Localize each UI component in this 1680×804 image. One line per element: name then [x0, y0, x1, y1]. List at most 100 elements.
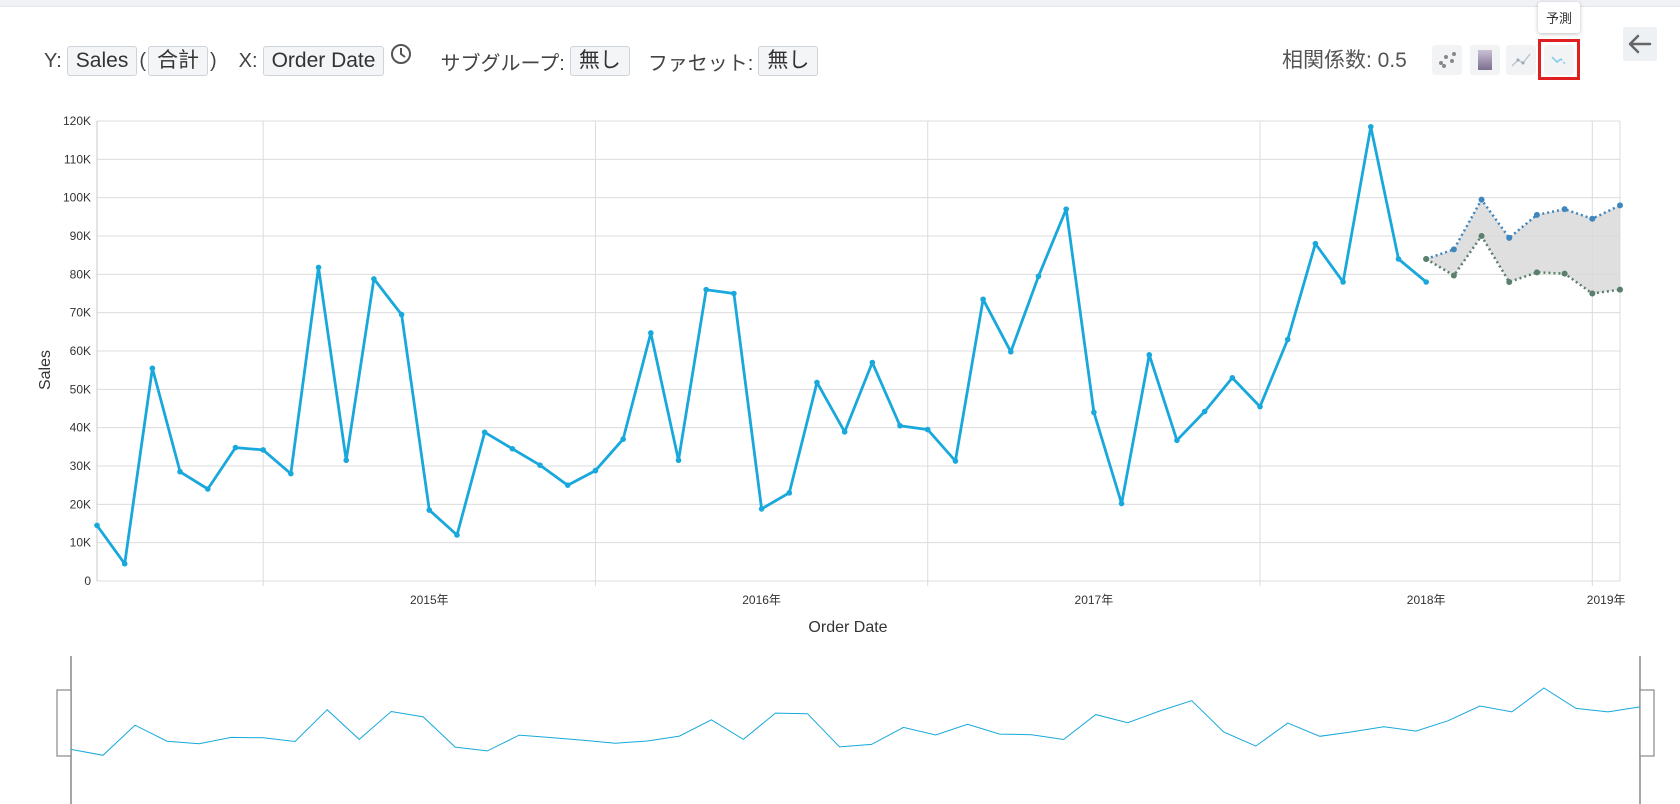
forecast-lower-line: [1425, 233, 1621, 295]
sales-data-point: [1229, 375, 1236, 381]
forecast-lower-point: [1506, 279, 1513, 285]
forecast-icon: [1551, 56, 1567, 66]
forecast-upper-point: [1450, 246, 1457, 253]
forecast-upper-point: [1617, 202, 1623, 209]
sales-data-point: [841, 429, 848, 435]
sales-data-point: [731, 290, 737, 297]
sales-data-point: [343, 457, 350, 464]
sales-data-point: [481, 429, 488, 436]
sales-data-point: [177, 468, 183, 475]
sales-data-point: [703, 286, 709, 293]
sales-data-point: [1091, 409, 1097, 416]
heatmap-button[interactable]: [1470, 45, 1500, 75]
forecast-lower-point: [1561, 270, 1568, 277]
trend-line-button[interactable]: [1506, 45, 1536, 75]
sales-data-point: [592, 467, 599, 474]
x-tick-label: 2015年: [410, 593, 449, 607]
y-tick-label: 0: [84, 574, 91, 588]
sales-data-point: [509, 445, 516, 452]
navigator-left-handle[interactable]: [56, 689, 72, 757]
x-axis-title: Order Date: [808, 619, 887, 636]
subgroup-select[interactable]: 無し: [569, 46, 630, 76]
sales-data-point: [1146, 352, 1153, 358]
y-axis-ticks: 0 10K 20K 30K 40K 50K 60K 70K 80K 90K 100K 110K 120K: [63, 114, 91, 588]
trend-line-icon: [1511, 53, 1531, 67]
facet-select[interactable]: 無し: [758, 46, 819, 76]
sales-data-point: [398, 311, 405, 318]
forecast-lower-point: [1423, 256, 1430, 262]
sales-series-points: [94, 123, 1429, 567]
sales-data-point: [924, 426, 931, 433]
y-tick-label: 70K: [70, 306, 91, 320]
sales-data-point: [1367, 123, 1374, 130]
forecast-tooltip: 予測: [1538, 2, 1581, 33]
scatter-plot-icon: [1439, 52, 1456, 68]
clock-icon[interactable]: [390, 43, 412, 71]
forecast-confidence-band: [1426, 199, 1620, 294]
sales-data-point: [758, 506, 765, 512]
forecast-lower-point: [1450, 272, 1457, 279]
forecast-lower-point: [1478, 233, 1485, 239]
sales-data-point: [1201, 408, 1208, 415]
sales-data-point: [315, 264, 322, 271]
sales-data-point: [149, 365, 156, 372]
range-navigator[interactable]: [56, 656, 1655, 804]
x-tick-label: 2018年: [1407, 593, 1446, 607]
sales-data-point: [980, 296, 986, 303]
navigator-right-handle[interactable]: [1639, 689, 1655, 757]
top-border: [0, 0, 1680, 7]
x-axis-label: X:: [238, 49, 258, 72]
sales-data-point: [1063, 206, 1069, 212]
forecast-highlight: [1538, 39, 1580, 80]
y-field-select[interactable]: Sales: [66, 46, 138, 76]
sales-data-point: [1423, 279, 1429, 285]
forecast-lower-point: [1617, 286, 1623, 293]
forecast-upper-point: [1478, 196, 1485, 203]
sales-data-point: [897, 422, 903, 429]
sales-data-point: [426, 507, 433, 513]
x-tick-label: 2017年: [1075, 593, 1114, 607]
y-tick-label: 90K: [70, 229, 91, 243]
sales-data-point: [454, 532, 460, 538]
sales-data-point: [260, 447, 266, 453]
heatmap-icon: [1478, 50, 1492, 70]
back-button[interactable]: [1623, 27, 1657, 61]
aggregation-select[interactable]: 合計: [148, 46, 208, 76]
x-tick-label: 2019年: [1587, 593, 1626, 607]
forecast-upper-point: [1533, 211, 1540, 218]
close-paren: ): [210, 49, 217, 72]
open-paren: (: [139, 49, 146, 72]
x-tick-label: 2016年: [742, 593, 781, 607]
sales-data-point: [1257, 403, 1263, 410]
sales-data-point: [232, 444, 239, 451]
x-field-select[interactable]: Order Date: [262, 46, 385, 76]
sales-data-point: [121, 560, 128, 567]
forecast-lower-point: [1589, 290, 1596, 297]
y-tick-label: 30K: [70, 459, 91, 473]
sales-data-point: [620, 436, 626, 442]
sales-data-point: [1312, 240, 1319, 247]
sales-data-point: [675, 457, 682, 464]
forecast-lower-point: [1533, 269, 1540, 276]
sales-data-point: [564, 482, 571, 488]
correlation-text: 相関係数: 0.5: [1282, 49, 1407, 72]
facet-label: ファセット:: [647, 52, 754, 75]
sales-series-line: [95, 125, 1428, 566]
y-tick-label: 110K: [64, 152, 91, 166]
forecast-points: [1423, 196, 1623, 297]
navigator-series-line: [70, 687, 1641, 756]
forecast-button[interactable]: [1544, 45, 1574, 75]
sales-data-point: [1118, 500, 1125, 507]
sales-data-point: [1035, 273, 1042, 280]
sales-data-point: [648, 330, 654, 336]
y-tick-label: 50K: [70, 382, 91, 396]
sales-data-point: [869, 359, 876, 366]
scatter-plot-button[interactable]: [1432, 45, 1462, 75]
sales-data-point: [1340, 279, 1346, 285]
forecast-upper-point: [1506, 234, 1513, 241]
chart-toolbar: Y: Sales ( 合計 ) X: Order Date サブグループ: 無し…: [44, 43, 819, 76]
y-tick-label: 20K: [70, 497, 91, 511]
arrow-left-icon: [1628, 34, 1652, 54]
grid-lines: [96, 120, 1621, 586]
